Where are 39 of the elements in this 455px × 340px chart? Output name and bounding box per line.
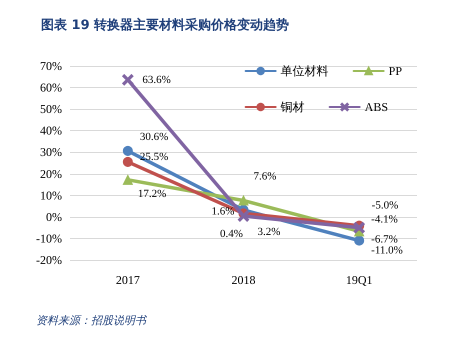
y-tick-label: 50%: [40, 102, 62, 116]
data-label: 1.6%: [212, 205, 234, 218]
y-tick-label: -10%: [36, 231, 62, 246]
data-label: 17.2%: [138, 188, 166, 200]
data-label: -6.7%: [371, 233, 398, 246]
data-label: -4.1%: [371, 214, 398, 226]
point: [122, 74, 134, 86]
data-label: 0.4%: [220, 228, 243, 240]
data-label: -5.0%: [372, 200, 398, 212]
point: [122, 174, 133, 185]
y-tick-label: 70%: [40, 59, 62, 73]
data-label: 7.6%: [254, 170, 276, 183]
x-tick-label: 2017: [116, 273, 140, 287]
x-tick-label: 2018: [232, 273, 256, 287]
legend-label: 单位材料: [280, 64, 329, 78]
y-tick-label: 60%: [40, 80, 62, 95]
data-label: 25.5%: [140, 150, 168, 163]
legend-label: ABS: [364, 100, 388, 114]
point: [122, 146, 133, 156]
y-tick-label: 30%: [40, 145, 62, 160]
legend-label: 铜材: [280, 100, 305, 114]
y-tick-label: 0%: [46, 210, 62, 224]
point: [354, 236, 364, 246]
point: [122, 156, 133, 167]
x-tick-label: 19Q1: [346, 273, 373, 287]
y-tick-label: 20%: [40, 166, 62, 181]
chart-title: 图表 19 转换器主要材料采购价格变动趋势: [41, 17, 290, 33]
point: [238, 196, 248, 206]
text: 资料来源：招股说明书: [36, 314, 148, 327]
data-label: 63.6%: [142, 74, 171, 86]
point: [238, 210, 249, 222]
data-label: -11.0%: [371, 244, 403, 257]
point: [354, 222, 365, 234]
y-tick-label: -20%: [36, 253, 62, 267]
legend-label: PP: [388, 64, 402, 78]
y-tick-label: 40%: [40, 124, 62, 138]
y-tick-label: 10%: [40, 188, 62, 202]
data-label: 30.6%: [140, 130, 168, 143]
data-label: 3.2%: [258, 226, 280, 238]
